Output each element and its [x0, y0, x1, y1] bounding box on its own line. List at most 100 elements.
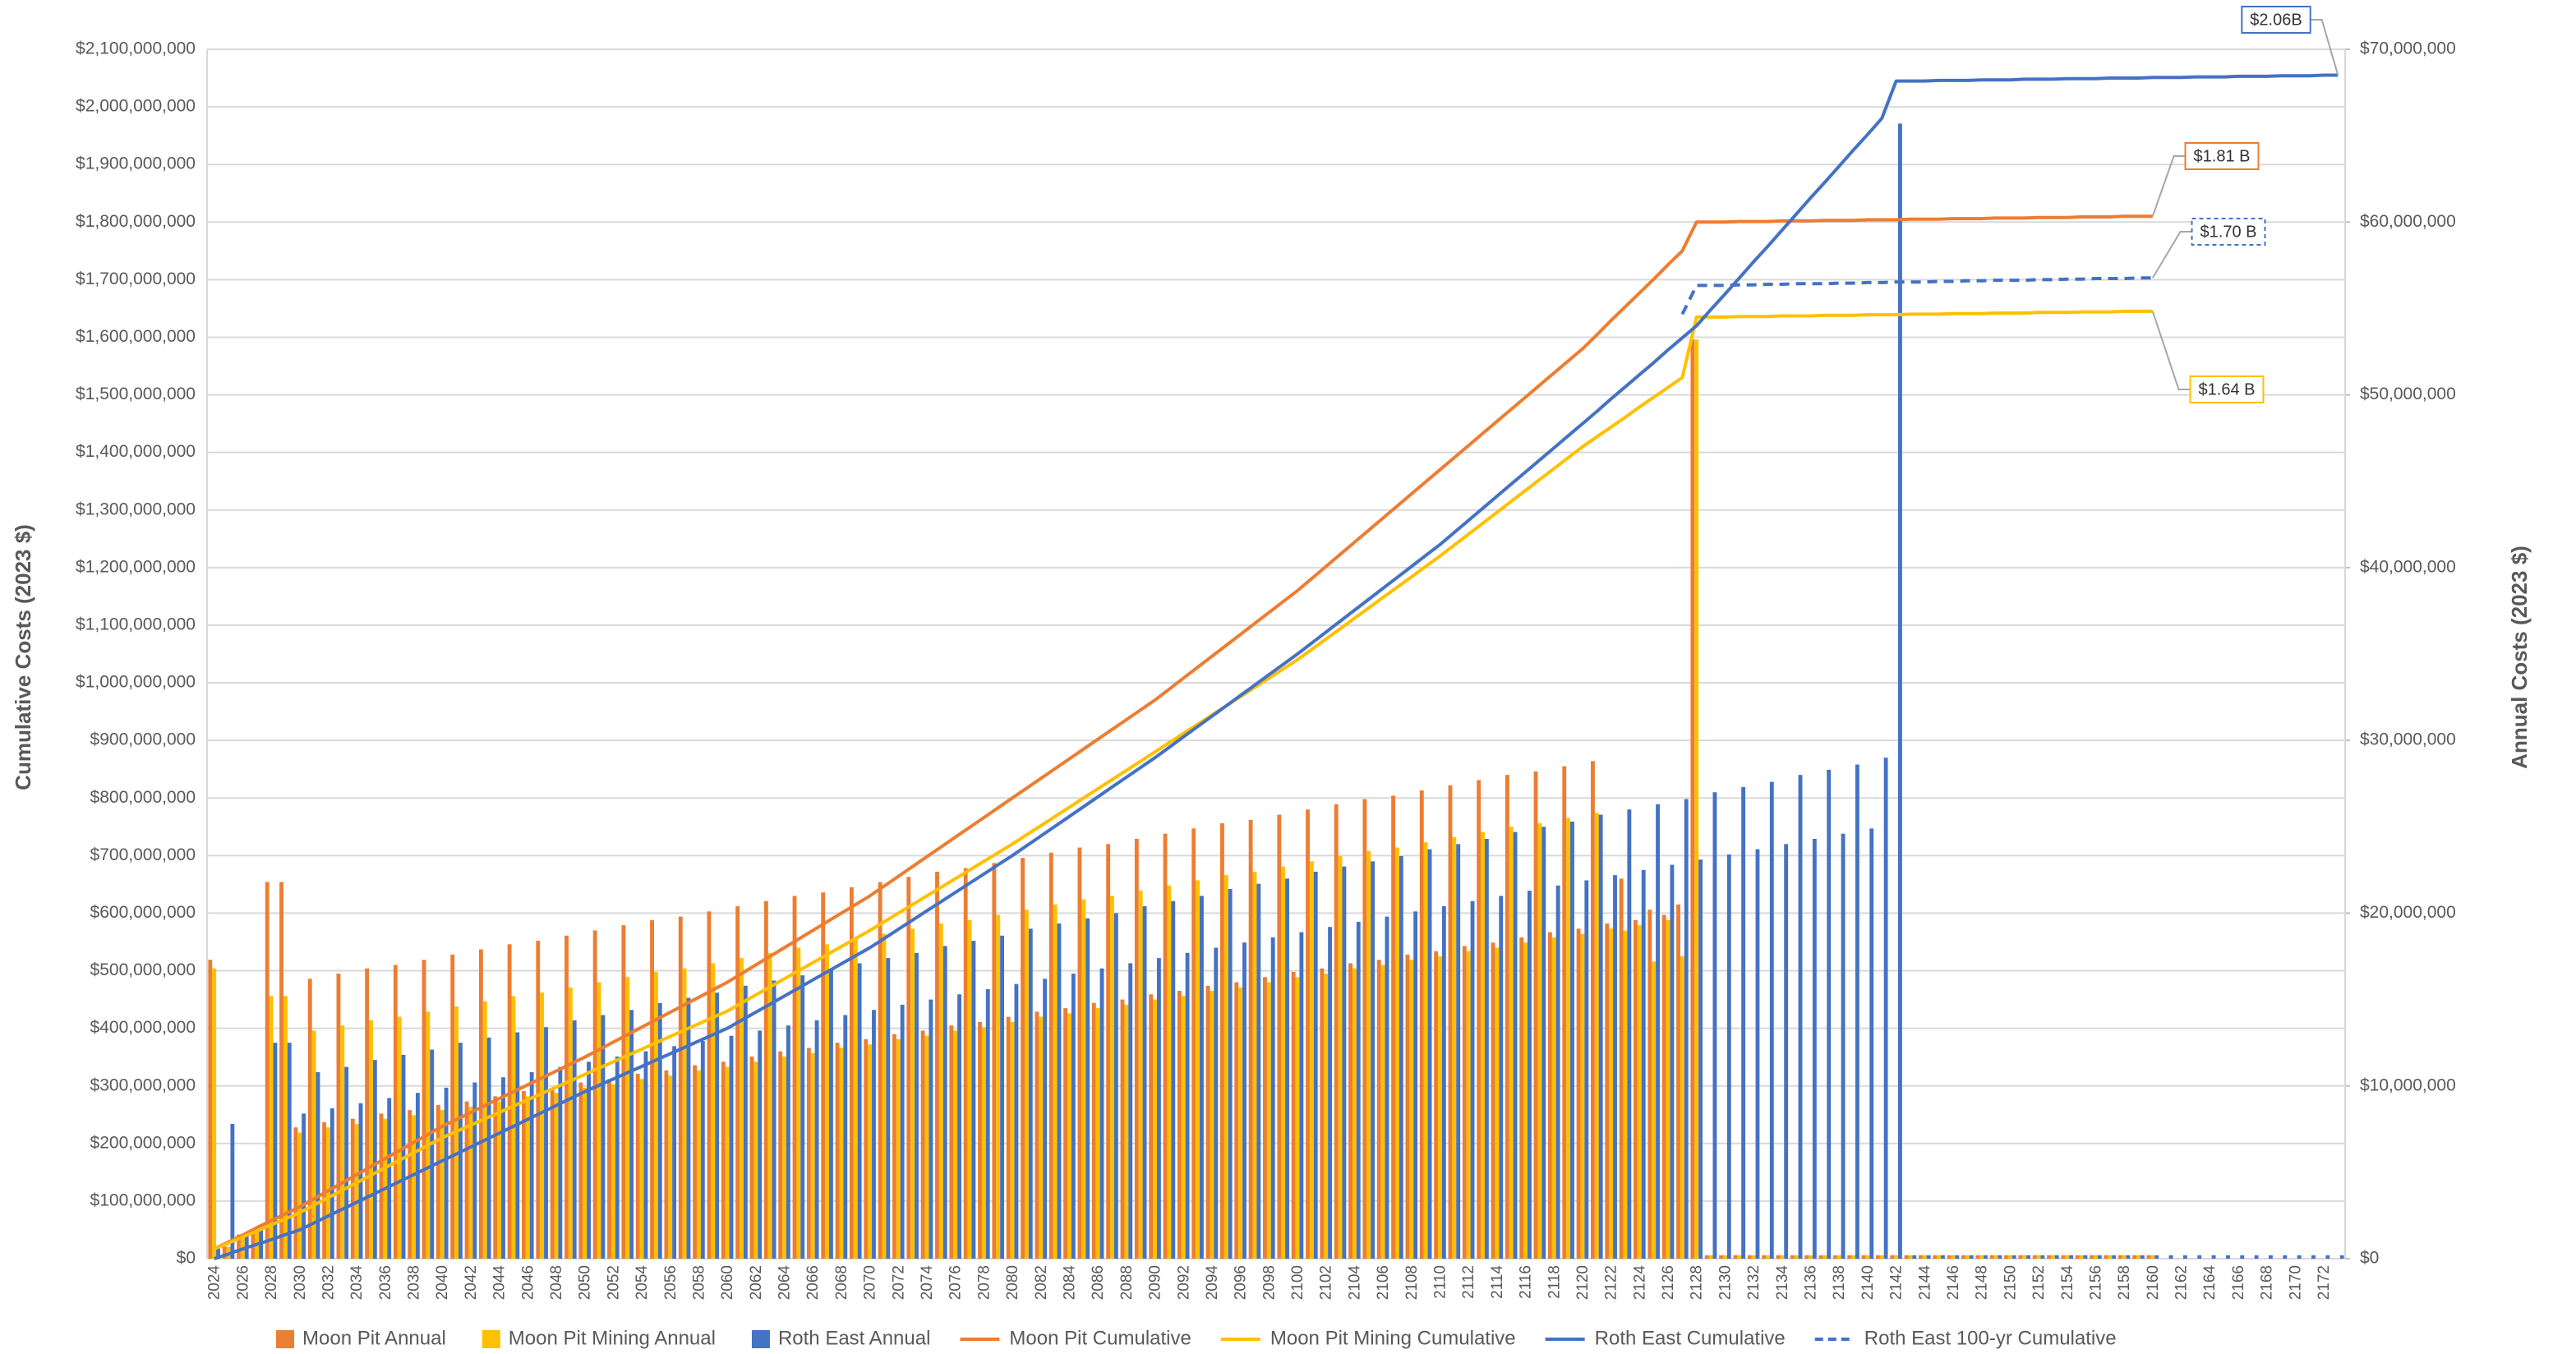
- bar: [1979, 1255, 1984, 1259]
- bar: [1704, 1255, 1709, 1259]
- bar: [1477, 780, 1482, 1259]
- bar: [412, 1115, 416, 1259]
- bar: [472, 1082, 477, 1259]
- bar: [2069, 1255, 2074, 1259]
- bar: [1537, 823, 1542, 1259]
- y-tick-label: $700,000,000: [90, 845, 196, 864]
- bar: [1827, 769, 1832, 1259]
- bar: [1362, 799, 1367, 1259]
- bar: [1741, 786, 1746, 1259]
- bar: [1380, 965, 1385, 1259]
- bar: [2136, 1255, 2141, 1259]
- bar: [592, 930, 597, 1259]
- bar: [1057, 923, 1062, 1259]
- bar: [240, 1234, 245, 1259]
- bar: [1798, 775, 1803, 1259]
- bar: [1719, 1255, 1723, 1259]
- bar: [825, 944, 830, 1259]
- bar: [1234, 982, 1239, 1259]
- bar: [1242, 942, 1247, 1259]
- bar: [2154, 1255, 2159, 1259]
- legend-label: Roth East Cumulative: [1595, 1327, 1786, 1349]
- bar: [1495, 947, 1500, 1259]
- bar: [892, 1034, 896, 1259]
- bar: [896, 1039, 901, 1259]
- x-tick-label: 2042: [463, 1265, 480, 1300]
- bar: [1291, 971, 1296, 1259]
- bar: [1865, 1255, 1870, 1259]
- x-tick-label: 2112: [1460, 1265, 1477, 1299]
- bar: [1138, 891, 1143, 1259]
- bar: [1684, 799, 1689, 1259]
- bar: [1533, 771, 1538, 1259]
- bar: [558, 1066, 563, 1259]
- bar: [1656, 804, 1660, 1259]
- x-tick-label: 2150: [2002, 1265, 2019, 1300]
- x-tick-label: 2104: [1346, 1265, 1363, 1301]
- bar: [1647, 910, 1652, 1259]
- bar: [1637, 925, 1642, 1259]
- bar: [929, 999, 933, 1259]
- bar: [1908, 1255, 1913, 1259]
- bar: [843, 1015, 848, 1259]
- x-tick-label: 2090: [1147, 1265, 1164, 1300]
- bar: [1523, 942, 1528, 1259]
- bar: [2150, 1255, 2155, 1259]
- bar: [1281, 866, 1286, 1259]
- line: [213, 214, 2153, 1250]
- bar: [1661, 914, 1666, 1259]
- bar: [1456, 844, 1461, 1259]
- bar: [1438, 956, 1442, 1259]
- bar: [1955, 1255, 1960, 1259]
- y-tick-label: $600,000,000: [90, 903, 196, 922]
- bar: [2254, 1255, 2259, 1259]
- y-tick-label: $1,700,000,000: [76, 269, 196, 288]
- bar: [1712, 792, 1717, 1259]
- bar: [1200, 896, 1204, 1259]
- x-tick-label: 2130: [1717, 1265, 1734, 1300]
- bar: [1613, 875, 1617, 1259]
- bar: [237, 1234, 241, 1259]
- bar: [597, 982, 601, 1259]
- callout-leader: [2310, 19, 2339, 76]
- bar: [1562, 766, 1567, 1259]
- callout-leader: [2151, 311, 2191, 390]
- bar: [621, 925, 626, 1259]
- y-tick-label: $2,000,000,000: [76, 97, 196, 116]
- bar: [693, 1065, 698, 1259]
- callout-label: $1.64 B: [2199, 380, 2256, 398]
- bar: [1099, 968, 1104, 1259]
- bar: [1128, 963, 1133, 1259]
- legend-swatch: [276, 1330, 294, 1348]
- bar: [1342, 866, 1347, 1259]
- bar: [910, 928, 915, 1259]
- x-tick-label: 2148: [1974, 1265, 1991, 1300]
- bar: [682, 968, 687, 1259]
- x-tick-label: 2138: [1831, 1265, 1848, 1300]
- bar: [678, 916, 683, 1259]
- legend-label: Moon Pit Annual: [302, 1327, 446, 1349]
- bar: [1470, 900, 1475, 1259]
- bar: [1120, 999, 1125, 1259]
- y-tick-label: $500,000,000: [90, 960, 196, 979]
- bar: [715, 992, 720, 1259]
- bar: [1214, 947, 1219, 1259]
- bar: [1299, 932, 1304, 1259]
- bar: [657, 1002, 662, 1259]
- bar: [938, 923, 943, 1259]
- bar: [365, 968, 370, 1259]
- x-tick-label: 2056: [662, 1265, 680, 1300]
- bar: [222, 1246, 227, 1259]
- bar: [1419, 790, 1424, 1259]
- bar: [1021, 858, 1025, 1259]
- x-tick-label: 2114: [1489, 1265, 1506, 1299]
- bar: [329, 1108, 334, 1259]
- callout: $1.81 B: [2184, 142, 2260, 170]
- y-tick-label: $900,000,000: [90, 730, 196, 749]
- bar: [711, 963, 716, 1259]
- bar: [340, 1025, 345, 1259]
- bar: [1081, 899, 1086, 1259]
- x-tick-label: 2092: [1175, 1265, 1192, 1300]
- bar: [269, 996, 274, 1259]
- bar: [1698, 859, 1703, 1259]
